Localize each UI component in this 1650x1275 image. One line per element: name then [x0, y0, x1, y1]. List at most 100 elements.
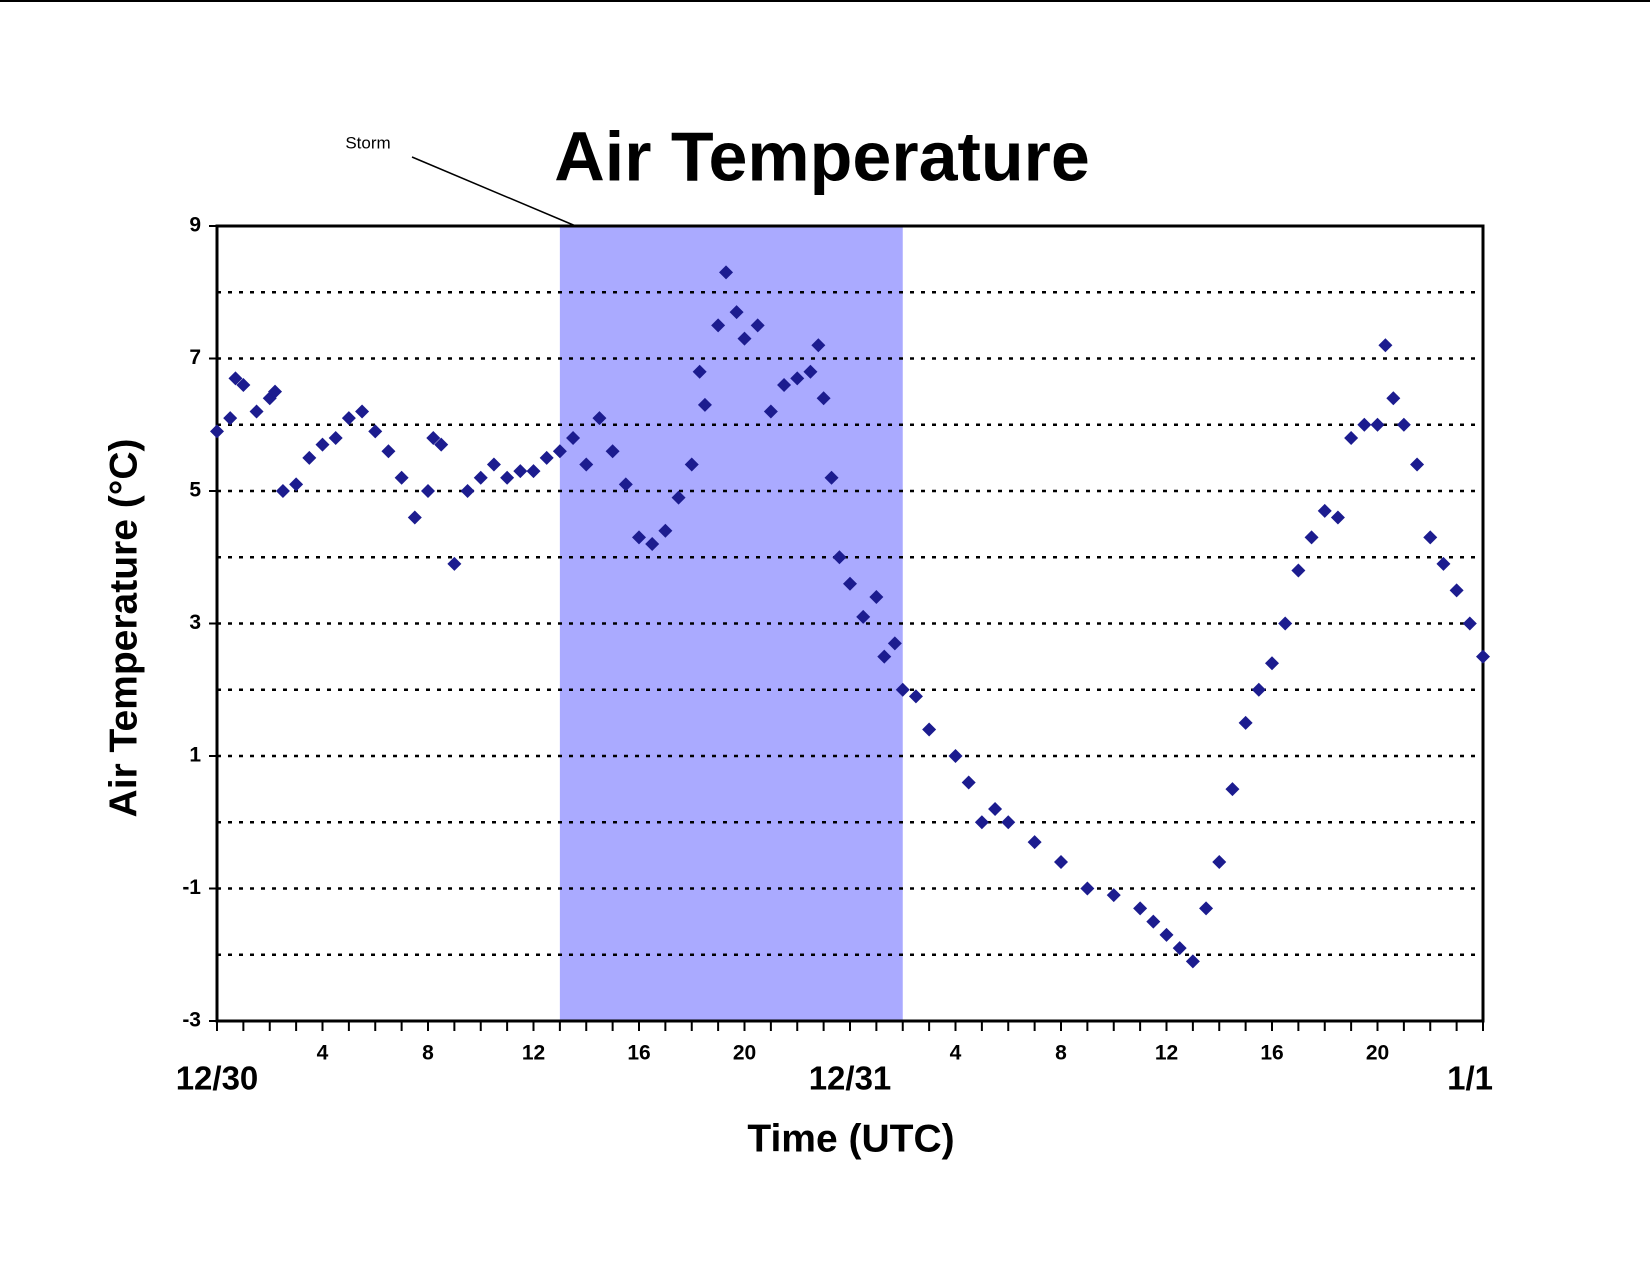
- data-point: [961, 775, 976, 790]
- x-tick-label: 20: [733, 1042, 756, 1065]
- data-point: [1476, 649, 1490, 664]
- data-point: [394, 470, 409, 485]
- data-point: [368, 424, 383, 439]
- data-point: [895, 682, 910, 697]
- x-tick-label: 16: [627, 1042, 650, 1065]
- data-point: [381, 444, 396, 459]
- data-point: [922, 722, 937, 737]
- data-point: [302, 450, 317, 465]
- storm-region: [559, 226, 903, 1021]
- data-point: [513, 464, 528, 479]
- data-point: [1436, 556, 1451, 571]
- y-tick-label: -3: [182, 1009, 201, 1032]
- data-point: [832, 550, 847, 565]
- data-point: [671, 490, 686, 505]
- data-point: [1225, 782, 1240, 797]
- data-point: [236, 378, 251, 392]
- data-point: [1344, 431, 1359, 445]
- data-point: [869, 590, 884, 604]
- data-point: [824, 470, 839, 485]
- y-tick-label: 7: [189, 346, 201, 369]
- data-point: [988, 802, 1003, 816]
- data-point: [592, 411, 607, 426]
- data-point: [210, 424, 224, 439]
- data-point: [1449, 583, 1464, 598]
- data-point: [763, 404, 778, 419]
- data-point: [249, 404, 264, 419]
- data-point: [1410, 457, 1425, 472]
- data-point: [974, 815, 989, 830]
- data-point: [421, 484, 435, 498]
- data-point: [579, 457, 594, 472]
- data-point: [605, 444, 620, 459]
- data-point: [803, 364, 818, 379]
- data-point: [289, 477, 304, 492]
- x-tick-label: 8: [1055, 1042, 1067, 1065]
- data-point: [1238, 715, 1253, 730]
- data-point: [1462, 616, 1477, 631]
- data-point: [1357, 417, 1372, 432]
- plot-frame: [215, 224, 1485, 1023]
- data-point: [1330, 510, 1345, 525]
- data-point: [1378, 338, 1393, 353]
- data-point: [816, 391, 831, 406]
- data-point: [1304, 530, 1319, 545]
- data-point: [1159, 927, 1174, 942]
- data-point: [552, 444, 567, 459]
- x-tick-label: 20: [1366, 1042, 1389, 1065]
- data-point: [1317, 503, 1332, 518]
- data-point: [315, 437, 330, 452]
- data-point: [566, 431, 581, 445]
- y-tick-label: 9: [189, 214, 201, 237]
- x-tick-label: 16: [1260, 1042, 1283, 1065]
- annotation-label: Storm: [345, 133, 390, 152]
- data-point: [539, 450, 554, 465]
- data-point: [355, 404, 370, 419]
- y-axis-title: Air Temperature (°C): [102, 439, 145, 818]
- data-point: [1251, 682, 1266, 697]
- data-point: [1133, 901, 1148, 916]
- data-point: [750, 318, 765, 333]
- data-point: [684, 457, 699, 472]
- data-point: [1080, 881, 1095, 896]
- data-point: [1199, 901, 1214, 916]
- x-tick-label: 12: [1155, 1042, 1178, 1065]
- data-point: [1265, 656, 1279, 671]
- data-point: [1054, 855, 1068, 869]
- data-point: [407, 510, 422, 525]
- chart-title: Air Temperature: [554, 117, 1090, 195]
- data-point: [328, 431, 343, 445]
- data-point: [719, 265, 734, 280]
- date-label: 12/30: [176, 1060, 259, 1097]
- data-point: [473, 470, 488, 485]
- annotation-leader: [411, 156, 576, 227]
- data-point: [434, 437, 449, 452]
- data-point: [1423, 530, 1438, 545]
- data-point: [737, 331, 752, 346]
- data-point: [500, 470, 515, 485]
- x-tick-label: 12: [522, 1042, 545, 1065]
- x-tick-label: 8: [422, 1042, 434, 1065]
- data-point: [697, 397, 712, 412]
- data-point: [223, 411, 238, 426]
- data-point: [811, 338, 826, 353]
- y-tick-label: -1: [182, 876, 201, 899]
- y-tick-label: 5: [189, 479, 201, 502]
- data-point: [908, 689, 923, 704]
- data-point: [887, 636, 902, 651]
- data-point: [1146, 914, 1161, 929]
- data-point: [447, 556, 462, 571]
- data-point: [268, 384, 283, 399]
- data-point: [275, 484, 290, 498]
- data-point: [341, 411, 356, 426]
- data-point: [645, 537, 660, 551]
- data-point: [618, 477, 633, 492]
- data-point: [1278, 616, 1293, 631]
- data-point: [1106, 888, 1121, 903]
- data-point: [486, 457, 501, 472]
- data-point: [711, 318, 726, 333]
- data-point: [1212, 855, 1227, 869]
- y-tick-label: 1: [189, 744, 201, 767]
- x-tick-label: 4: [950, 1042, 962, 1065]
